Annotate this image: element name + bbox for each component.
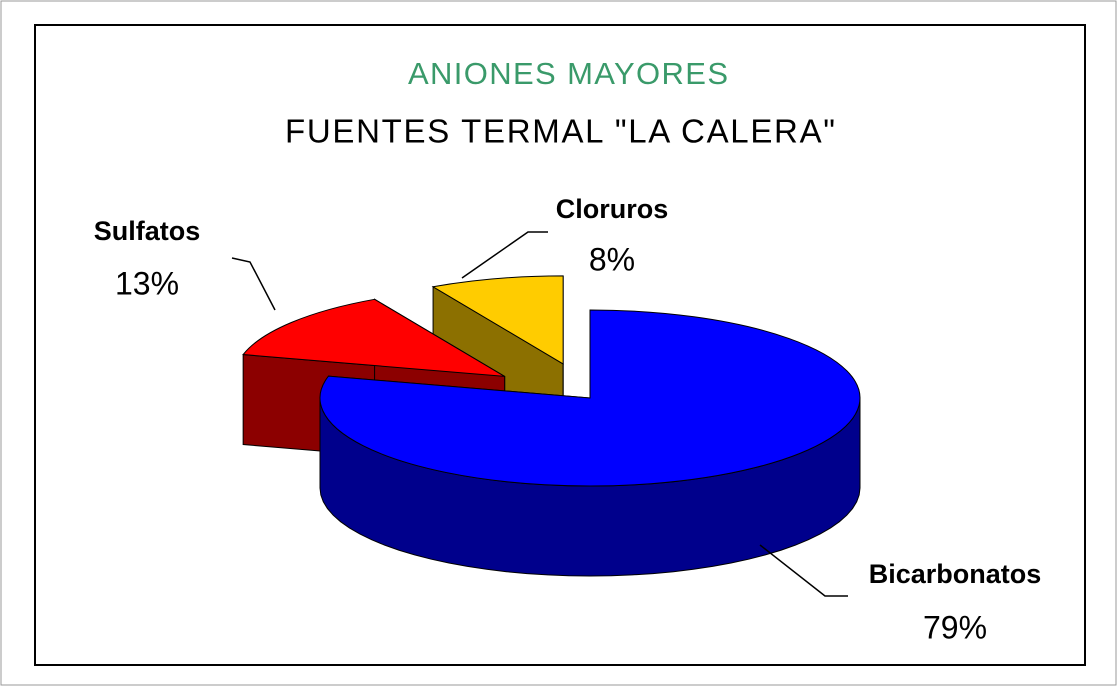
slice-label: Cloruros [556, 194, 669, 224]
leader-line [231, 257, 276, 311]
slice [431, 275, 564, 365]
chart-title: ANIONES MAYORES [408, 56, 728, 91]
leader-line [759, 544, 848, 597]
pie [242, 275, 861, 577]
slice-value-label: 8% [589, 241, 635, 277]
slice [242, 298, 505, 377]
slice-label: Bicarbonatos [869, 559, 1042, 589]
slice [319, 309, 861, 487]
slice [319, 309, 861, 577]
slice-value-label: 13% [115, 265, 179, 301]
leader-line [461, 231, 548, 279]
slice-label: Sulfatos [94, 216, 201, 246]
slice-value-label: 79% [923, 609, 987, 645]
